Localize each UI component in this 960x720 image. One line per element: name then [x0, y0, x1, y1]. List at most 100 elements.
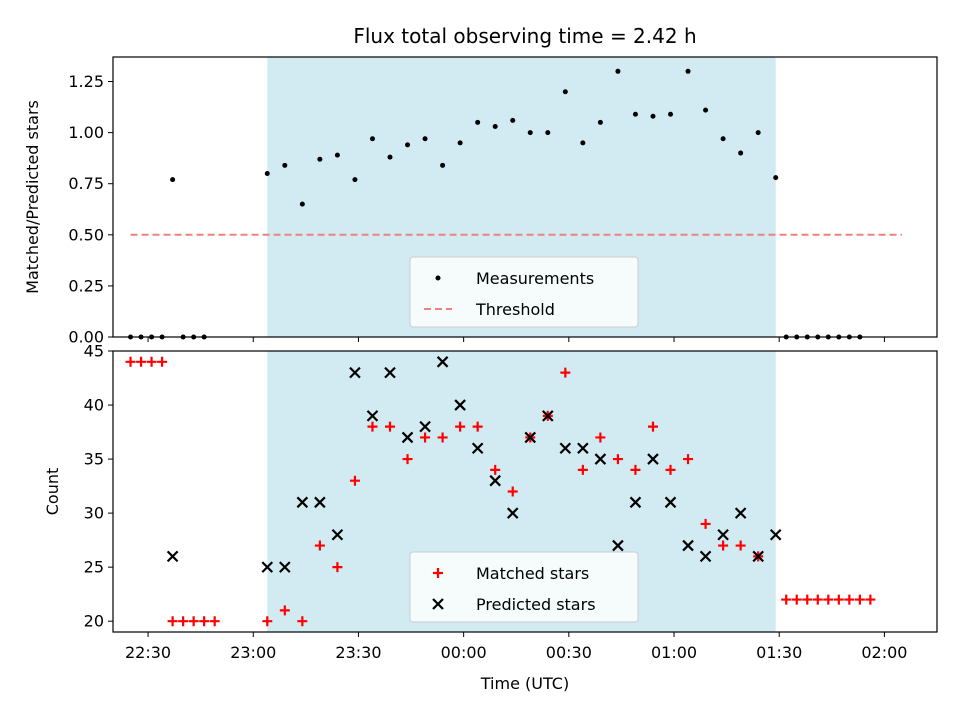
predicted-stars-point: [647, 453, 659, 465]
axes-frame: [112, 350, 938, 633]
matched-stars-point: [367, 421, 378, 432]
matched-stars-point: [560, 367, 571, 378]
panel-bottom-counts: 20 25 30 35 40 45 22:30 23:00 23:30 00:00 00:30 01:…: [43, 342, 938, 693]
measurements-point: [369, 136, 375, 142]
matched-stars-point: [647, 421, 658, 432]
y-tick-label: 0.50: [68, 225, 104, 244]
predicted-stars-point: [682, 539, 694, 552]
matched-stars-point: [700, 518, 711, 529]
chart-title: Flux total observing time = 2.42 h: [353, 24, 696, 48]
matched-stars-point: [136, 356, 147, 367]
matched-stars-point: [833, 594, 844, 605]
measurements-point: [510, 117, 516, 123]
predicted-stars-point: [331, 528, 344, 541]
predicted-stars-point: [279, 561, 291, 573]
predicted-stars-point: [664, 496, 677, 509]
y-tick-label: 20: [84, 612, 104, 631]
legend-marker: [432, 598, 444, 610]
matched-stars-point: [718, 540, 729, 551]
matched-stars-point: [735, 540, 746, 551]
matched-stars-point: [297, 616, 308, 627]
x-tick-label: 23:30: [335, 643, 381, 662]
legend-box: [409, 551, 639, 623]
measurements-point: [685, 68, 691, 74]
measurements-point: [457, 140, 463, 146]
measurements-point: [422, 136, 428, 142]
predicted-stars-point: [489, 474, 501, 487]
matched-stars-point: [854, 594, 865, 605]
measurements-point: [580, 140, 586, 146]
y-tick-label: 1.25: [68, 72, 104, 91]
x-tick-label: 01:30: [756, 643, 802, 662]
measurements-point: [352, 177, 358, 183]
matched-stars-point: [844, 594, 855, 605]
predicted-stars-point: [384, 366, 396, 379]
matched-stars-point: [167, 616, 178, 627]
measurements-point: [597, 119, 603, 125]
predicted-stars-point: [506, 507, 519, 519]
predicted-stars-point: [166, 550, 179, 563]
x-tick-label: 02:00: [861, 643, 907, 662]
predicted-stars-point: [577, 442, 589, 455]
matched-stars-point: [178, 616, 189, 627]
matched-stars-point: [420, 432, 431, 443]
y-tick-label: 30: [84, 504, 104, 523]
measurements-point: [299, 201, 305, 207]
predicted-stars-point: [734, 507, 747, 519]
predicted-stars-point: [419, 420, 431, 433]
matched-stars-point: [349, 475, 360, 486]
y-tick-label: 45: [84, 342, 104, 361]
measurements-point: [475, 119, 481, 125]
y-tick-label: 0.25: [68, 276, 104, 295]
matched-stars-point: [595, 432, 606, 443]
matched-stars-point: [188, 616, 199, 627]
measurements-point: [387, 154, 393, 160]
x-tick-label: 22:30: [125, 643, 171, 662]
measurements-point: [527, 130, 533, 136]
measurements-point: [755, 130, 761, 136]
measurements-point: [615, 68, 621, 74]
matched-stars-point: [630, 464, 641, 475]
y-tick-label: 35: [84, 450, 104, 469]
predicted-stars-point: [471, 442, 484, 455]
predicted-stars-point: [296, 496, 309, 509]
predicted-stars-point: [349, 366, 361, 379]
predicted-stars-point: [366, 410, 379, 422]
predicted-stars-point: [436, 356, 449, 368]
matched-stars-point: [490, 464, 501, 475]
x-tick-label: 01:00: [651, 643, 697, 662]
legend-label: Threshold: [475, 300, 555, 319]
measurements-point: [492, 123, 498, 129]
measurements-point: [562, 89, 568, 95]
matched-stars-point: [812, 594, 823, 605]
matched-stars-point: [157, 356, 168, 367]
predicted-stars-point: [717, 528, 729, 541]
legend: Measurements Threshold: [409, 256, 639, 328]
matched-stars-point: [665, 464, 676, 475]
matched-stars-point: [472, 421, 483, 432]
predicted-stars-point: [314, 496, 326, 509]
measurements-point: [773, 175, 779, 181]
matched-stars-point: [507, 486, 518, 497]
measurements-point: [282, 162, 288, 168]
x-tick-label: 23:00: [230, 643, 276, 662]
matched-stars-point: [279, 605, 290, 616]
measurements-point: [632, 111, 638, 117]
measurements-point: [738, 150, 744, 156]
matched-stars-point: [437, 432, 448, 443]
matched-stars-point: [802, 594, 813, 605]
predicted-stars-point: [752, 550, 764, 563]
predicted-stars-point: [261, 561, 274, 573]
predicted-stars-point: [612, 539, 624, 552]
axes-frame: [112, 56, 938, 338]
matched-stars-point: [823, 594, 834, 605]
predicted-stars-point: [699, 550, 712, 563]
predicted-stars-point: [524, 431, 537, 444]
measurements-point: [650, 113, 656, 119]
matched-stars-point: [781, 594, 792, 605]
legend-marker: [433, 568, 443, 578]
matched-stars-point: [385, 421, 396, 432]
measurements-point: [405, 142, 411, 148]
y-tick-label: 0.00: [68, 328, 104, 347]
matched-stars-point: [791, 594, 802, 605]
